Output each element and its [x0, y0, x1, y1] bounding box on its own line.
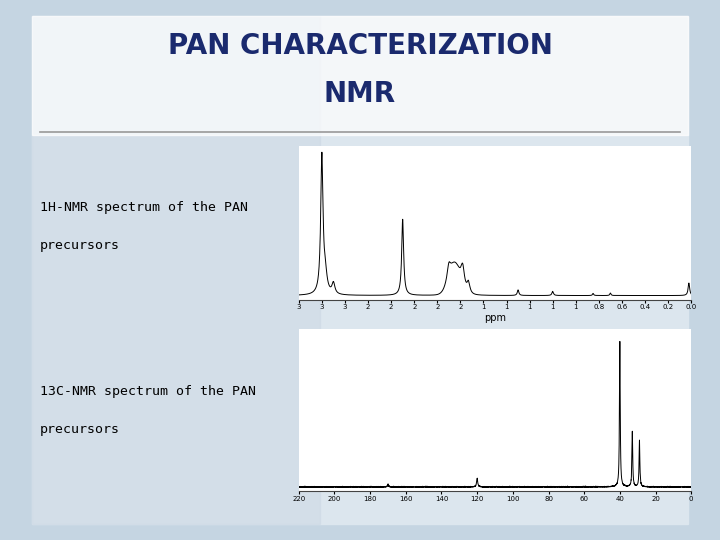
- Bar: [32, 16, 320, 524]
- Text: 1H-NMR spectrum of the PAN: 1H-NMR spectrum of the PAN: [40, 201, 248, 214]
- Text: PAN CHARACTERIZATION: PAN CHARACTERIZATION: [168, 32, 552, 60]
- Text: NMR: NMR: [324, 80, 396, 109]
- Text: precursors: precursors: [40, 423, 120, 436]
- Bar: [32, 16, 688, 135]
- Text: 13C-NMR spectrum of the PAN: 13C-NMR spectrum of the PAN: [40, 385, 256, 398]
- Text: precursors: precursors: [40, 239, 120, 252]
- X-axis label: ppm: ppm: [484, 313, 506, 322]
